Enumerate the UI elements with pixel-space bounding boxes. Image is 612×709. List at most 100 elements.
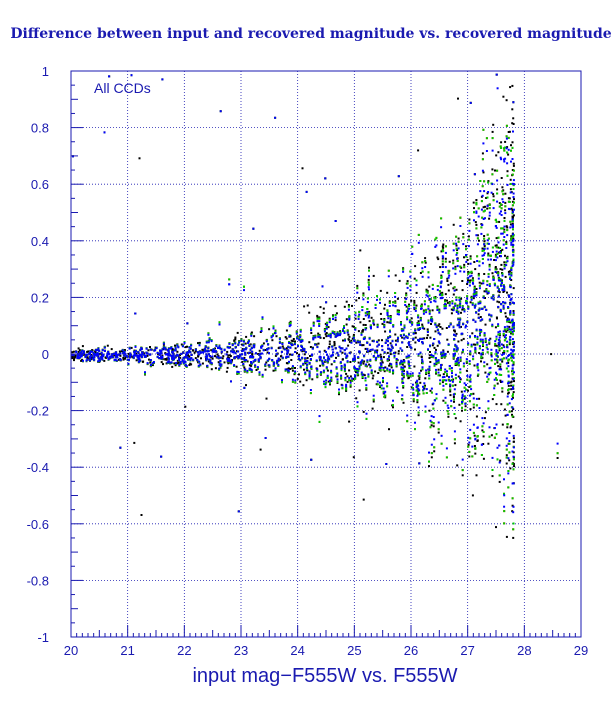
data-point	[184, 360, 187, 363]
data-point	[501, 186, 504, 189]
data-point	[228, 360, 231, 363]
data-point	[502, 239, 505, 242]
data-point	[306, 357, 309, 359]
data-point	[498, 373, 501, 376]
data-point	[511, 204, 514, 207]
data-point	[427, 320, 430, 323]
data-point	[250, 331, 253, 334]
data-point	[452, 378, 455, 381]
data-point	[324, 333, 327, 336]
data-point	[512, 408, 515, 411]
data-point	[381, 339, 383, 342]
data-point	[451, 300, 454, 303]
data-point	[419, 317, 422, 320]
data-point	[483, 365, 486, 368]
data-point	[509, 302, 512, 305]
data-point	[470, 270, 473, 273]
data-point	[457, 311, 460, 314]
data-point	[318, 420, 321, 423]
data-point	[477, 373, 480, 376]
data-point	[94, 350, 97, 353]
data-point	[511, 333, 514, 336]
data-point	[301, 167, 304, 170]
data-point	[348, 369, 351, 372]
data-point	[452, 242, 455, 245]
data-point	[477, 301, 480, 304]
data-point	[81, 345, 84, 348]
data-point	[499, 279, 502, 282]
data-point	[155, 347, 158, 350]
data-point	[483, 180, 486, 183]
data-point	[234, 338, 237, 341]
data-point	[346, 380, 349, 383]
data-point	[498, 220, 501, 223]
data-point	[490, 434, 493, 437]
data-point	[441, 327, 444, 330]
data-point	[380, 387, 383, 390]
data-point	[465, 360, 468, 363]
data-point	[497, 271, 500, 274]
data-point	[501, 272, 504, 275]
data-point	[158, 352, 161, 355]
data-point	[177, 361, 180, 364]
data-point	[368, 337, 371, 340]
data-point	[424, 410, 427, 413]
data-point	[396, 309, 399, 312]
data-point	[493, 259, 496, 261]
data-point	[288, 335, 291, 338]
data-point	[318, 316, 321, 319]
data-point	[370, 327, 372, 330]
data-point	[389, 315, 392, 317]
data-point	[508, 273, 511, 276]
data-point	[415, 304, 418, 307]
data-point	[427, 276, 430, 279]
data-point	[111, 353, 114, 356]
data-point	[352, 325, 355, 328]
data-point	[303, 353, 306, 356]
data-point	[179, 362, 182, 365]
data-point	[289, 321, 292, 324]
data-point	[368, 269, 370, 272]
data-point	[454, 334, 457, 337]
data-point	[485, 346, 488, 349]
data-point	[465, 255, 468, 258]
data-point	[327, 334, 330, 337]
data-point	[183, 341, 186, 344]
data-point	[468, 450, 471, 453]
data-point	[438, 290, 441, 293]
data-point	[330, 378, 333, 381]
data-point	[441, 293, 444, 296]
data-point	[381, 361, 384, 364]
data-point	[296, 336, 299, 339]
data-point	[508, 197, 511, 200]
chart-title: Difference between input and recovered m…	[10, 26, 611, 42]
data-point	[366, 308, 369, 310]
data-point	[410, 299, 413, 302]
data-point	[417, 241, 420, 244]
data-point	[430, 323, 432, 325]
data-point	[422, 310, 425, 313]
data-point	[329, 335, 332, 338]
data-point	[435, 397, 438, 400]
data-point	[308, 311, 311, 314]
data-point	[507, 384, 510, 387]
data-point	[459, 371, 462, 374]
data-point	[349, 361, 352, 363]
data-point	[368, 288, 370, 291]
data-point	[485, 343, 488, 346]
data-point	[214, 367, 217, 370]
data-point	[441, 291, 444, 294]
data-point	[479, 340, 482, 343]
data-point	[481, 262, 484, 265]
data-point	[392, 325, 395, 328]
data-point	[491, 173, 494, 176]
data-point	[496, 359, 499, 362]
data-point	[325, 326, 328, 328]
data-point	[366, 310, 369, 313]
data-point	[323, 383, 325, 385]
data-point	[446, 350, 449, 353]
data-point	[505, 264, 508, 267]
data-point	[511, 235, 514, 238]
data-point	[123, 349, 126, 352]
data-point	[481, 429, 484, 432]
